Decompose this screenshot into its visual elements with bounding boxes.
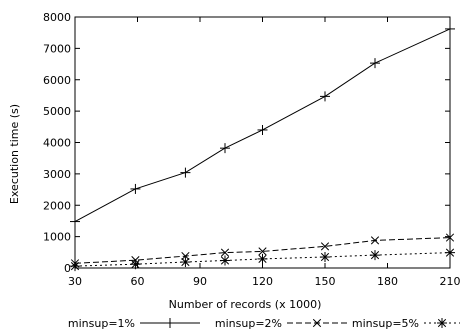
series-layer	[70, 23, 455, 272]
data-point	[130, 259, 141, 270]
legend-marker	[437, 318, 447, 328]
data-point	[220, 143, 230, 154]
data-point-marker	[445, 248, 455, 257]
data-point	[180, 257, 191, 268]
data-point	[258, 247, 267, 256]
legend-entry: minsup=2%	[215, 317, 347, 330]
legend-label: minsup=1%	[68, 317, 135, 330]
data-point	[257, 124, 268, 135]
legend-entry: minsup=1%	[68, 317, 200, 330]
data-point-marker	[445, 233, 455, 242]
y-axis-ticks: 0 1000 2000 3000 4000 5000 6000 7000 8000	[43, 11, 450, 275]
y-tick-label: 4000	[43, 137, 71, 150]
data-point	[70, 261, 80, 272]
data-point-marker	[258, 254, 267, 264]
data-point	[320, 91, 330, 102]
y-tick-label: 1000	[43, 231, 71, 244]
data-point-marker	[181, 257, 190, 267]
y-tick-label: 5000	[43, 105, 71, 118]
legend: minsup=1% minsup=2% minsup=5%	[68, 317, 460, 330]
data-point-marker	[320, 252, 330, 262]
x-tick-label: 210	[440, 275, 461, 288]
series-line	[74, 252, 451, 267]
x-tick-label: 90	[193, 275, 207, 288]
series-3	[70, 247, 455, 272]
y-tick-label: 3000	[43, 168, 71, 181]
y-tick-label: 8000	[43, 11, 71, 24]
x-tick-label: 30	[68, 275, 82, 288]
y-tick-label: 7000	[43, 42, 71, 55]
data-point	[445, 233, 455, 242]
data-point	[320, 242, 330, 251]
data-point	[130, 183, 141, 194]
y-tick-label: 0	[64, 262, 71, 275]
series-line	[74, 237, 451, 264]
x-tick-label: 120	[252, 275, 273, 288]
y-axis-title: Execution time (s)	[8, 104, 21, 204]
data-point	[181, 251, 190, 261]
data-point-marker	[131, 260, 140, 269]
data-point	[445, 23, 455, 34]
data-point-marker	[70, 262, 80, 271]
data-point	[180, 167, 191, 178]
x-tick-label: 60	[131, 275, 145, 288]
data-point-marker	[181, 251, 190, 261]
x-tick-label: 180	[377, 275, 398, 288]
data-point-marker	[258, 247, 267, 256]
data-point	[445, 247, 455, 258]
data-point	[220, 255, 230, 266]
data-point-marker	[220, 248, 230, 257]
data-point	[257, 253, 268, 264]
data-point	[370, 58, 380, 69]
data-point	[70, 216, 80, 227]
data-point-marker	[220, 256, 230, 265]
data-point-marker	[320, 242, 330, 251]
x-tick-label: 150	[315, 275, 336, 288]
series-1	[70, 23, 455, 227]
x-axis-ticks: 30 60 90 120 150 180 210	[68, 17, 461, 288]
data-point	[370, 236, 380, 245]
series-line	[74, 28, 451, 223]
x-axis-title: Number of records (x 1000)	[169, 298, 322, 311]
y-tick-label: 6000	[43, 74, 71, 87]
legend-marker	[312, 318, 322, 328]
data-point-marker	[370, 251, 380, 260]
legend-entry: minsup=5%	[352, 317, 460, 330]
data-point	[370, 250, 380, 261]
data-point	[220, 248, 230, 257]
legend-label: minsup=2%	[215, 317, 282, 330]
legend-label: minsup=5%	[352, 317, 419, 330]
data-point	[320, 252, 330, 263]
data-point-marker	[370, 236, 380, 245]
y-tick-label: 2000	[43, 199, 71, 212]
series-2	[70, 233, 455, 268]
